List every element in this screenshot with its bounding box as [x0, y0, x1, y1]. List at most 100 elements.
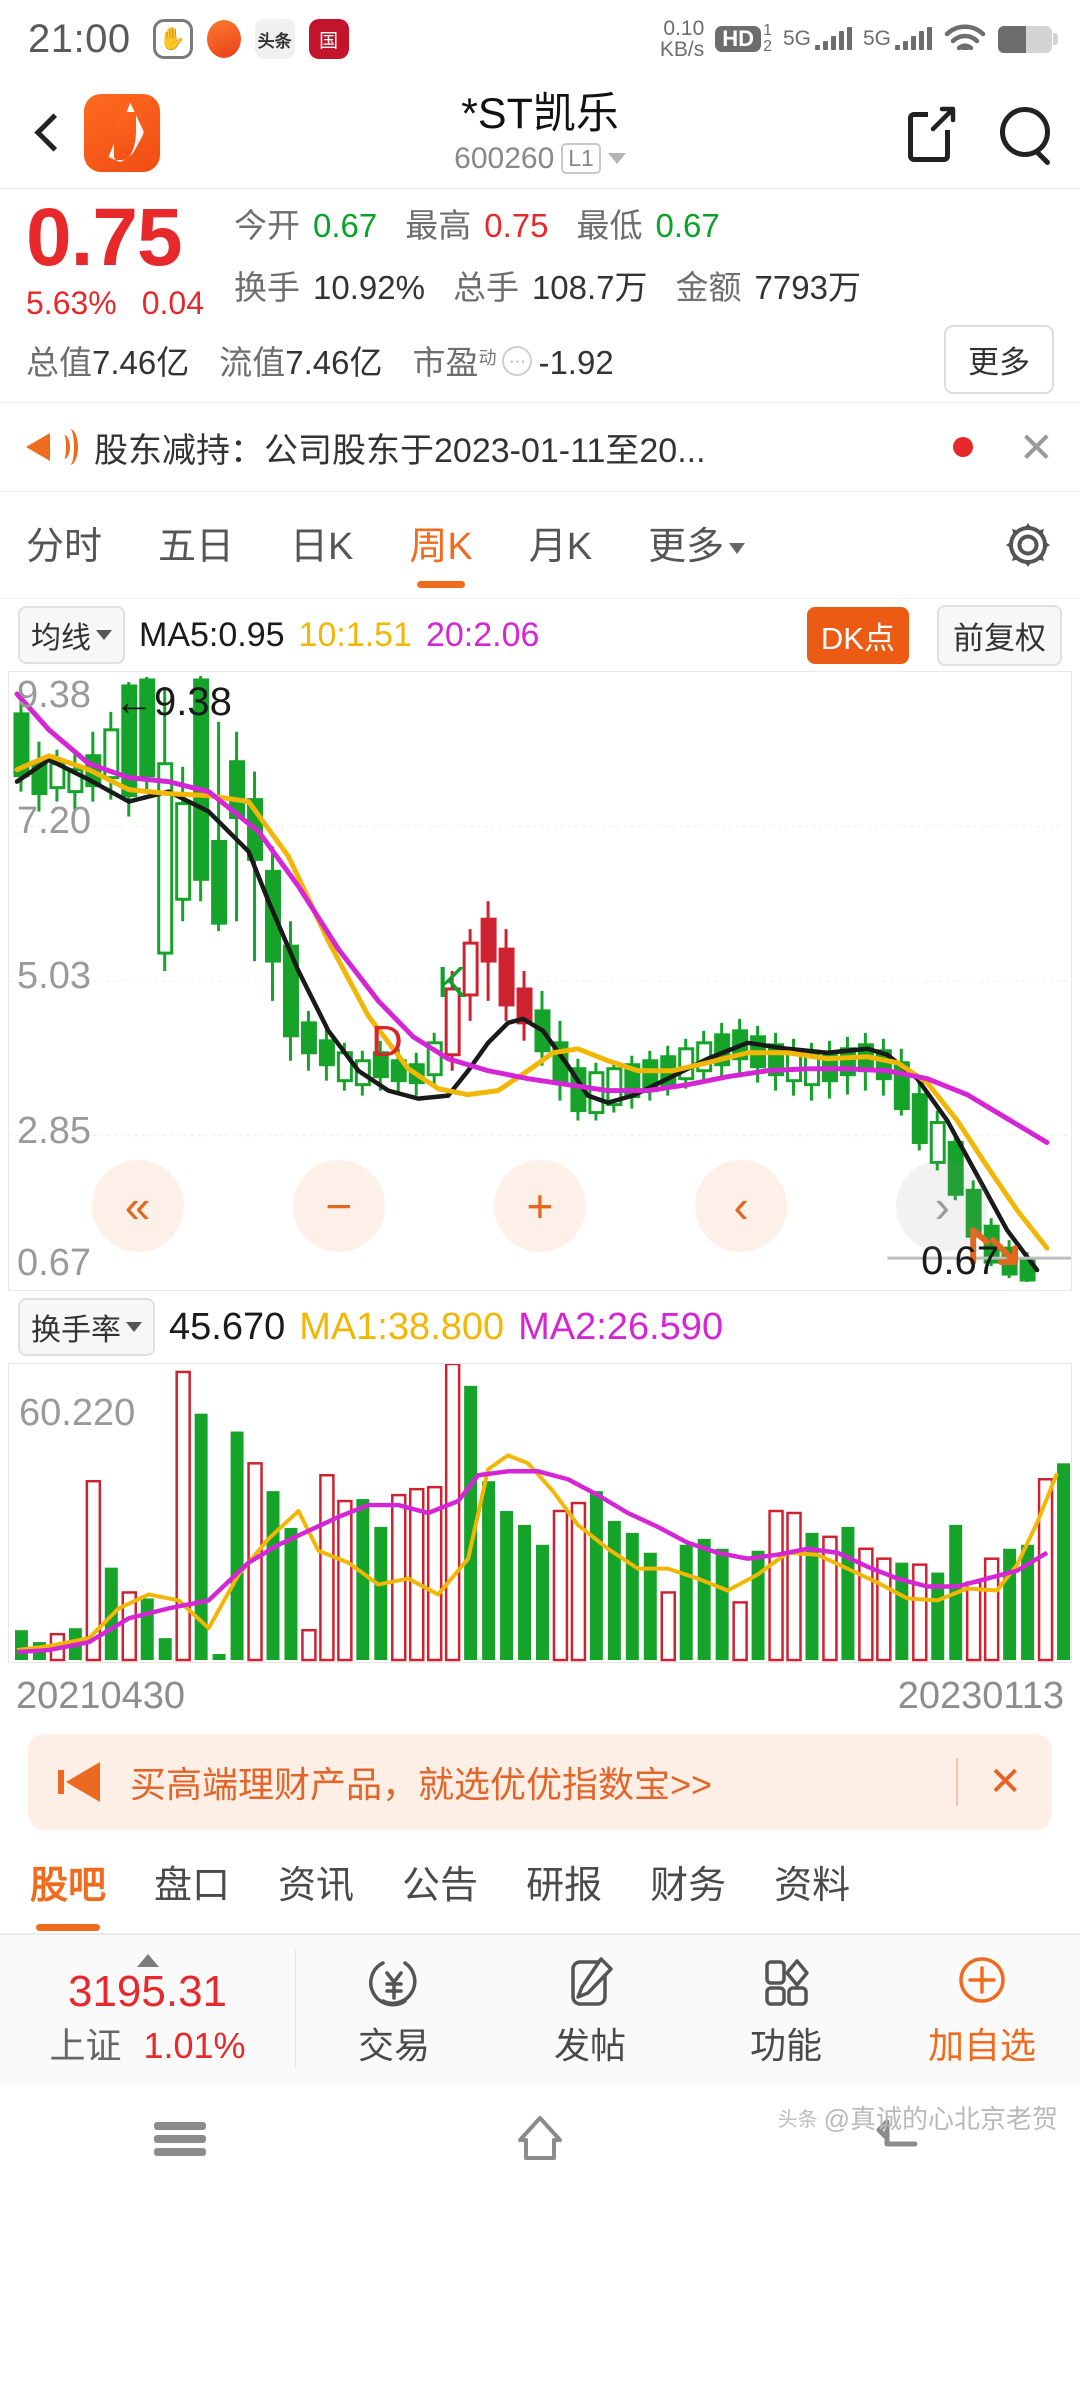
ma-selector[interactable]: 均线	[18, 606, 125, 664]
chevron-down-icon	[96, 630, 112, 640]
trade-button[interactable]: 交易	[296, 1951, 492, 2069]
total-cap: 总值 7.46亿	[26, 343, 190, 381]
search-icon[interactable]	[998, 105, 1054, 161]
index-value: 3195.31	[67, 1966, 228, 2016]
tab-more[interactable]: 更多	[648, 515, 746, 576]
volume-chart[interactable]: 60.220	[8, 1363, 1072, 1663]
gear-icon[interactable]	[1002, 519, 1054, 571]
volume-value: 108.7万	[531, 269, 648, 306]
watermark-author: @真诚的心北京老贺	[823, 2104, 1058, 2134]
wifi-icon	[944, 24, 986, 51]
current-price-marker: 0.67	[921, 1239, 999, 1283]
tab-minute[interactable]: 分时	[26, 525, 103, 568]
chevron-down-icon	[607, 153, 626, 165]
close-icon[interactable]: ✕	[1018, 423, 1054, 471]
volume-axis-label: 60.220	[19, 1392, 136, 1434]
high-label: 最高	[405, 207, 472, 244]
app-header: *ST凯乐 600260 L1	[0, 78, 1080, 188]
plus-circle-icon	[884, 1951, 1080, 2013]
chart-control-bar: « − + ‹ ›	[9, 1160, 1071, 1252]
battery-icon	[998, 25, 1058, 53]
ohlc-row: 今开 0.67 最高 0.75 最低 0.67	[234, 199, 1054, 247]
tab-orderbook[interactable]: 盘口	[154, 1865, 231, 1907]
red-badge-icon: 国	[308, 19, 349, 59]
volume-row: 换手 10.92% 总手 108.7万 金额 7793万	[234, 261, 1054, 309]
news-text: 股东减持：公司股东于2023-01-11至20...	[94, 431, 706, 470]
change-value: 0.04	[141, 284, 205, 321]
current-price: 0.75	[26, 192, 183, 283]
volume-legend-row: 换手率 45.670 MA1:38.800 MA2:26.590	[0, 1291, 1080, 1363]
volume-indicator-selector[interactable]: 换手率	[18, 1298, 155, 1356]
info-dots-icon[interactable]: ···	[502, 345, 533, 376]
volume-label: 总手	[452, 269, 519, 306]
status-notification-icons: ✋ 头条 国	[152, 19, 349, 59]
post-button[interactable]: 发帖	[492, 1951, 688, 2069]
step-left-button[interactable]: ‹	[695, 1160, 788, 1252]
tab-announcements[interactable]: 公告	[402, 1865, 479, 1907]
ma10-value: 10:1.51	[298, 615, 412, 654]
functions-button[interactable]: 功能	[688, 1951, 884, 2069]
android-nav-bar: 头条 @真诚的心北京老贺	[0, 2084, 1080, 2194]
trade-label: 交易	[357, 2024, 430, 2066]
ma20-value: 20:2.06	[425, 615, 540, 654]
adjust-button[interactable]: 前复权	[937, 604, 1062, 666]
high-price-marker: ←9.38	[114, 680, 232, 724]
market-index-widget[interactable]: 3195.31 上证 1.01%	[0, 1949, 296, 2070]
dk-signal-d: D	[371, 1017, 403, 1066]
k-axis-label-top: 9.38	[17, 674, 91, 716]
amount-value: 7793万	[754, 269, 861, 306]
tab-monthly-k[interactable]: 月K	[528, 525, 593, 568]
content-tabs: 股吧 盘口 资讯 公告 研报 财务 资料	[0, 1830, 1080, 1934]
tab-daily-k[interactable]: 日K	[290, 525, 354, 568]
close-icon[interactable]: ✕	[988, 1760, 1022, 1804]
tab-profile[interactable]: 资料	[774, 1865, 851, 1907]
back-button[interactable]	[26, 111, 70, 155]
menu-icon[interactable]	[145, 2109, 215, 2169]
zoom-in-button[interactable]: +	[493, 1160, 586, 1252]
functions-label: 功能	[749, 2024, 822, 2066]
k-line-svg	[9, 675, 1071, 1283]
add-watchlist-button[interactable]: 加自选	[884, 1951, 1080, 2069]
level-tag: L1	[561, 143, 601, 175]
chart-period-tabs: 分时 五日 日K 周K 月K 更多	[0, 491, 1080, 599]
tab-financials[interactable]: 财务	[650, 1865, 727, 1907]
fast-rewind-button[interactable]: «	[91, 1160, 184, 1252]
stock-code: 600260	[454, 141, 555, 175]
back-icon[interactable]	[865, 2109, 935, 2169]
k-line-chart[interactable]: 9.38 7.20 5.03 2.85 0.67 ←9.38 0.67 K D …	[8, 671, 1072, 1291]
divider	[956, 1758, 959, 1806]
market-cap-row: 总值 7.46亿 流值 7.46亿 市盈 动 ··· -1.92 更多	[26, 325, 1054, 394]
bottom-action-bar: 3195.31 上证 1.01% 交易	[0, 1934, 1080, 2084]
tab-research[interactable]: 研报	[526, 1865, 603, 1907]
ma5-value: MA5:0.95	[139, 615, 285, 654]
watermark: 头条 @真诚的心北京老贺	[778, 2099, 1058, 2136]
dk-point-button[interactable]: DK点	[806, 606, 909, 664]
toutiao-icon: 头条	[254, 19, 295, 59]
ma-legend-row: 均线 MA5:0.95 10:1.51 20:2.06 DK点 前复权	[0, 599, 1080, 671]
pe-ratio: 市盈 动 ··· -1.92	[412, 343, 614, 381]
low-value: 0.67	[655, 207, 720, 244]
hd-volte-icon: HD 1 2	[715, 23, 772, 55]
tab-guba[interactable]: 股吧	[30, 1854, 106, 1931]
pe-dynamic-sup: 动	[478, 347, 497, 368]
chevron-down-icon	[126, 1322, 142, 1332]
more-button[interactable]: 更多	[944, 325, 1054, 394]
home-icon[interactable]	[505, 2109, 575, 2169]
tab-news[interactable]: 资讯	[278, 1865, 355, 1907]
zoom-out-button[interactable]: −	[292, 1160, 385, 1252]
change-percent: 5.63%	[26, 284, 117, 321]
news-banner[interactable]: 股东减持：公司股东于2023-01-11至20... ✕	[0, 403, 1080, 491]
share-icon[interactable]	[906, 104, 958, 162]
volume-chart-svg	[14, 1364, 1071, 1662]
open-value: 0.67	[313, 207, 378, 244]
status-bar: 21:00 ✋ 头条 国 0.10 KB/s HD 1 2 5G	[0, 0, 1080, 78]
add-watchlist-label: 加自选	[927, 2024, 1036, 2066]
step-right-button[interactable]: ›	[896, 1160, 989, 1252]
tab-five-day[interactable]: 五日	[158, 525, 235, 568]
volume-current-value: 45.670	[169, 1305, 286, 1348]
open-label: 今开	[234, 207, 301, 244]
pencil-note-icon	[492, 1951, 688, 2013]
ad-banner[interactable]: 买高端理财产品，就选优优指数宝>> ✕	[28, 1734, 1052, 1830]
tab-weekly-k[interactable]: 周K	[409, 515, 473, 588]
megaphone-icon	[58, 1762, 112, 1802]
